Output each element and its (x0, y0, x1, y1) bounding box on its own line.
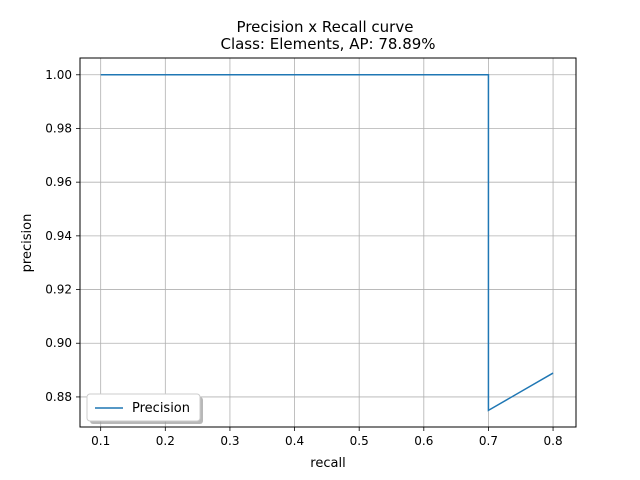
legend-label-precision: Precision (132, 401, 190, 416)
x-tick-label: 0.7 (479, 434, 498, 448)
x-axis-label: recall (310, 456, 345, 471)
x-tick-label: 0.6 (414, 434, 433, 448)
x-tick-label: 0.1 (91, 434, 110, 448)
y-axis-label: precision (20, 214, 35, 273)
series-line-precision (100, 74, 554, 412)
chart-title: Precision x Recall curve (237, 18, 414, 36)
x-tick-label: 0.4 (285, 434, 304, 448)
x-axis-ticks: 0.1 0.2 0.3 0.4 0.5 0.6 0.7 0.8 (91, 427, 563, 448)
x-tick-label: 0.5 (350, 434, 369, 448)
y-tick-label: 0.92 (45, 283, 72, 297)
x-tick-label: 0.8 (544, 434, 563, 448)
y-tick-label: 0.90 (45, 336, 72, 350)
x-tick-label: 0.2 (156, 434, 175, 448)
legend: Precision (86, 393, 203, 424)
y-tick-label: 0.96 (45, 175, 72, 189)
x-tick-label: 0.3 (220, 434, 239, 448)
y-tick-label: 0.98 (45, 121, 72, 135)
series-layer (100, 74, 554, 412)
legend-box (86, 393, 201, 422)
y-tick-label: 0.88 (45, 390, 72, 404)
plot-frame (79, 57, 577, 428)
y-tick-label: 1.00 (45, 68, 72, 82)
y-tick-label: 0.94 (45, 229, 72, 243)
y-axis-ticks: 0.88 0.90 0.92 0.94 0.96 0.98 1.00 (45, 68, 80, 404)
chart-subtitle: Class: Elements, AP: 78.89% (220, 35, 435, 53)
